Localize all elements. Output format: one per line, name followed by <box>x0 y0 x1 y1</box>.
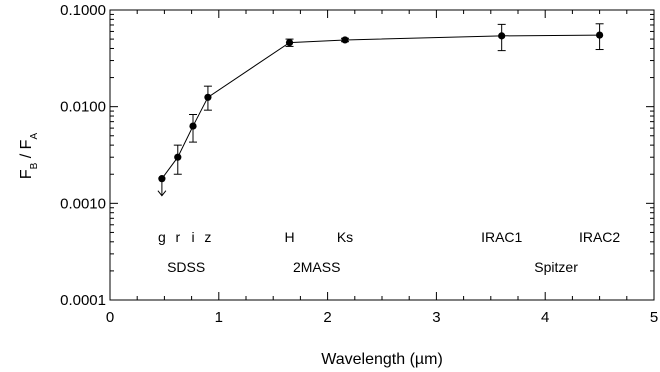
y-tick-label: 0.0001 <box>60 292 106 309</box>
y-axis-title-sub2: A <box>29 133 40 140</box>
axes <box>109 9 655 301</box>
band-label: Ks <box>337 229 353 245</box>
data-point <box>285 39 294 47</box>
band-label: i <box>191 229 194 245</box>
instrument-label: SDSS <box>167 259 205 275</box>
data-point <box>204 93 212 101</box>
series-line <box>161 34 600 179</box>
y-ticks: 0.0001 0.0010 0.0100 0.1000 <box>60 2 654 309</box>
data-point <box>174 153 182 161</box>
data-point <box>158 175 166 183</box>
band-label: IRAC2 <box>579 229 620 245</box>
band-label: IRAC1 <box>481 229 522 245</box>
instrument-label: 2MASS <box>293 259 340 275</box>
x-tick-label: 5 <box>650 309 658 326</box>
x-tick-label: 3 <box>432 309 440 326</box>
instrument-label: Spitzer <box>534 259 578 275</box>
y-axis-title-sub1: B <box>29 162 40 169</box>
y-tick-label: 0.0010 <box>60 195 106 212</box>
band-label: z <box>204 229 211 245</box>
data-series <box>157 23 604 197</box>
band-label: H <box>284 229 294 245</box>
data-point <box>341 36 349 44</box>
x-axis-title: Wavelength (µm) <box>321 351 443 368</box>
x-tick-label: 2 <box>323 309 331 326</box>
x-tick-label: 0 <box>106 309 114 326</box>
x-ticks: 0 1 2 3 4 5 <box>106 10 658 326</box>
y-tick-label: 0.1000 <box>60 2 106 19</box>
band-label: g <box>158 229 166 245</box>
band-annotations: g r i z H Ks IRAC1 IRAC2 SDSS 2MASS Spitzer <box>158 229 620 275</box>
y-tick-label: 0.0100 <box>60 99 106 116</box>
data-point <box>498 32 506 40</box>
data-point <box>189 122 197 130</box>
y-axis-title: FB / FA <box>18 133 40 180</box>
y-axis-title-base2: F <box>18 139 35 149</box>
y-axis-title-slash: / <box>18 149 35 162</box>
y-axis-title-base1: F <box>18 169 35 179</box>
x-tick-label: 4 <box>541 309 549 326</box>
x-tick-label: 1 <box>215 309 223 326</box>
plot-frame <box>109 9 655 301</box>
upper-limit-arrow-head <box>157 190 167 197</box>
data-point <box>596 31 604 39</box>
band-label: r <box>175 229 180 245</box>
